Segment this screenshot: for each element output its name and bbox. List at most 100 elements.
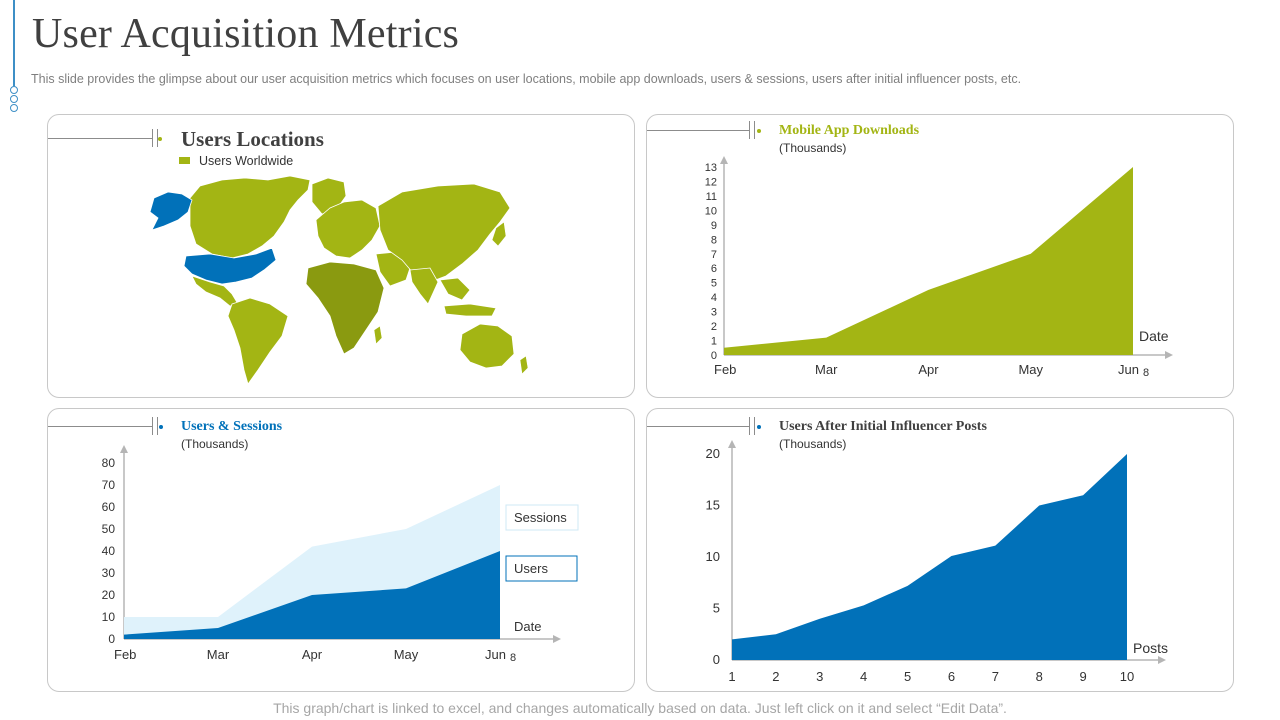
downloads-area: [724, 167, 1133, 355]
x-tick-label: Apr: [302, 647, 323, 662]
influencer-area: [732, 454, 1127, 660]
y-tick-label: 6: [711, 263, 717, 275]
users-area: [124, 551, 500, 639]
map-southeast-asia: [439, 277, 471, 301]
y-tick-label: 20: [706, 446, 720, 461]
y-tick-label: 1: [711, 336, 717, 348]
x-tick-label: 1: [728, 669, 735, 684]
y-tick-label: 11: [706, 191, 717, 203]
x-axis-title: Date: [1139, 328, 1169, 344]
legend-label: Users Worldwide: [199, 154, 294, 168]
mobile-downloads-subtitle: (Thousands): [779, 141, 847, 155]
map-new-zealand: [519, 355, 529, 375]
y-axis-arrow: [728, 440, 736, 448]
y-tick-label: 7: [711, 249, 717, 261]
footer-note: This graph/chart is linked to excel, and…: [273, 700, 1007, 716]
y-tick-label: 50: [102, 522, 116, 536]
x-axis-arrow: [1158, 656, 1166, 664]
x-axis-title: Date: [514, 619, 541, 634]
title-deco-bar: [152, 417, 153, 435]
x-tick-label: 8: [1036, 669, 1043, 684]
title-deco-bar: [157, 417, 158, 435]
y-axis-arrow: [720, 156, 728, 164]
map-madagascar: [373, 325, 383, 345]
x-tick-label: 10: [1120, 669, 1134, 684]
mobile-downloads-title: Mobile App Downloads: [779, 123, 920, 138]
title-deco-line: [647, 426, 749, 427]
world-map: [149, 175, 529, 385]
accent-dot: [10, 95, 18, 103]
y-tick-label: 15: [706, 498, 720, 513]
influencer-posts-subtitle: (Thousands): [779, 437, 847, 451]
y-tick-label: 5: [711, 278, 717, 290]
x-tick-label: Mar: [815, 362, 838, 377]
y-tick-label: 0: [713, 652, 720, 667]
y-tick-label: 10: [705, 205, 717, 217]
accent-dot: [10, 86, 18, 94]
map-south-america: [227, 297, 289, 385]
x-axis-arrow: [1165, 351, 1173, 359]
legend-box-users: [505, 555, 578, 582]
x-tick-label: 7: [992, 669, 999, 684]
title-deco-bar: [152, 129, 153, 147]
page-title: User Acquisition Metrics: [32, 11, 460, 57]
y-tick-label: 9: [711, 220, 717, 232]
x-end-label: 8: [510, 652, 516, 664]
x-tick-label: Feb: [114, 647, 136, 662]
x-tick-label: Jun: [1118, 362, 1139, 377]
map-indonesia: [443, 303, 497, 317]
map-europe: [315, 199, 381, 259]
y-tick-label: 30: [102, 566, 116, 580]
x-tick-label: 4: [860, 669, 867, 684]
x-axis-title: Posts: [1133, 640, 1168, 656]
title-deco-line: [48, 426, 152, 427]
y-tick-label: 0: [711, 350, 717, 362]
x-tick-label: 3: [816, 669, 823, 684]
users-sessions-title: Users & Sessions: [181, 419, 283, 434]
legend-swatch: [179, 157, 190, 164]
legend-label-users: Users: [514, 561, 548, 576]
x-end-label: 8: [1143, 367, 1149, 379]
y-tick-label: 10: [102, 610, 116, 624]
accent-dot: [10, 104, 18, 112]
title-deco-bar: [157, 129, 158, 147]
x-tick-label: Feb: [714, 362, 736, 377]
map-asia: [377, 183, 511, 283]
users-sessions-subtitle: (Thousands): [181, 437, 249, 451]
legend-label-sessions: Sessions: [514, 510, 567, 525]
title-deco-bar: [749, 417, 750, 435]
y-tick-label: 0: [108, 632, 115, 646]
title-deco-bar: [754, 417, 755, 435]
title-deco-dot: [159, 425, 163, 429]
x-tick-label: 9: [1079, 669, 1086, 684]
y-tick-label: 13: [705, 162, 717, 174]
x-tick-label: May: [1018, 362, 1043, 377]
y-tick-label: 5: [713, 601, 720, 616]
y-axis-arrow: [120, 445, 128, 453]
map-africa: [305, 261, 385, 355]
x-tick-label: 6: [948, 669, 955, 684]
title-deco-dot: [757, 129, 761, 133]
influencer-posts-title: Users After Initial Influencer Posts: [779, 419, 987, 434]
y-tick-label: 80: [102, 456, 116, 470]
title-deco-line: [48, 138, 152, 139]
x-tick-label: 2: [772, 669, 779, 684]
map-india: [409, 267, 439, 305]
x-tick-label: Jun: [485, 647, 506, 662]
title-deco-bar: [749, 121, 750, 139]
map-australia: [459, 323, 515, 369]
y-tick-label: 20: [102, 588, 116, 602]
y-tick-label: 2: [711, 321, 717, 333]
y-tick-label: 60: [102, 500, 116, 514]
map-alaska: [149, 191, 193, 231]
page-subtitle: This slide provides the glimpse about ou…: [31, 72, 1022, 86]
accent-line: [13, 0, 15, 86]
title-deco-bar: [754, 121, 755, 139]
y-tick-label: 3: [711, 307, 717, 319]
y-tick-label: 4: [711, 292, 717, 304]
title-deco-line: [647, 130, 749, 131]
users-locations-title: Users Locations: [181, 127, 324, 151]
legend-box-sessions: [505, 504, 579, 531]
